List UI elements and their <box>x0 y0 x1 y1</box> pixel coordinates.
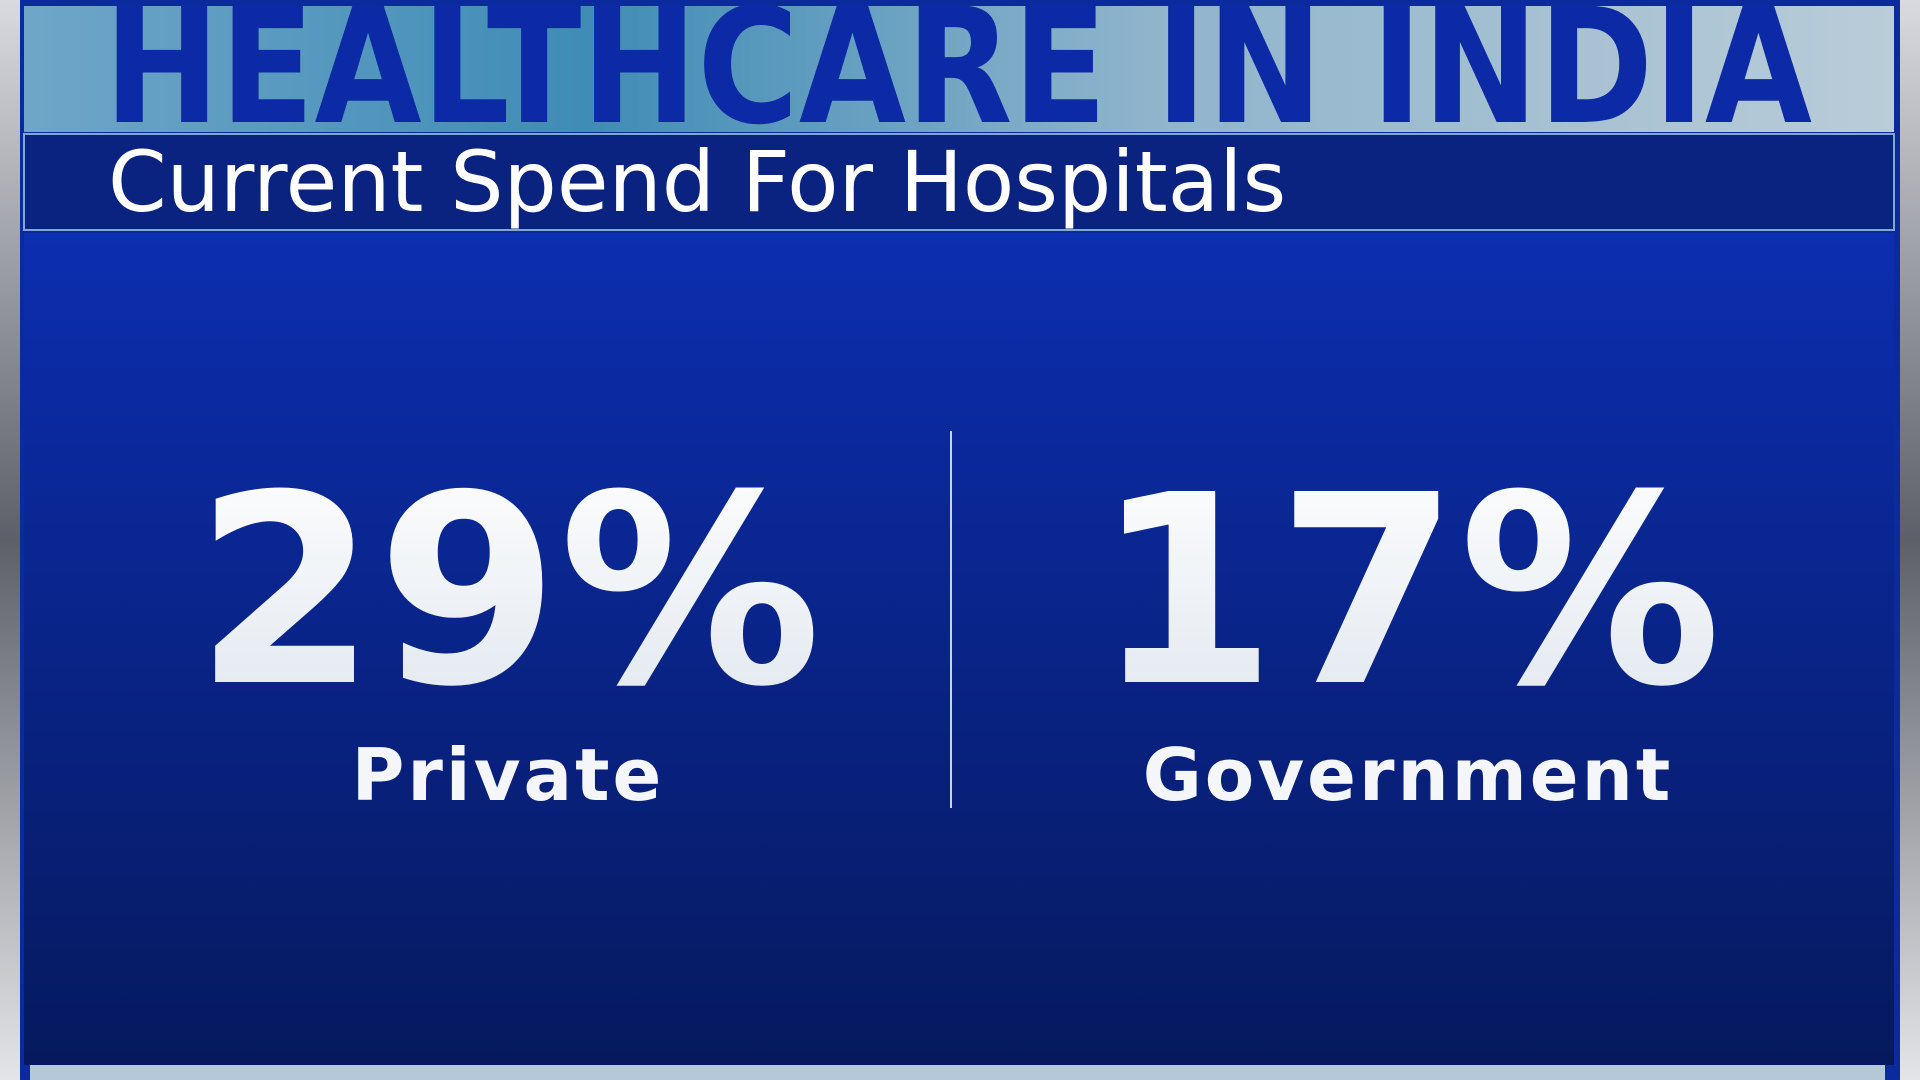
stat-label: Private <box>352 733 665 817</box>
subtitle-band <box>23 133 1895 231</box>
title-band <box>24 6 1894 132</box>
panel <box>24 233 1894 1065</box>
stat-label: Government <box>1143 733 1674 817</box>
subtitle: Current Spend For Hospitals <box>108 133 1286 231</box>
stat-value: 29% <box>194 439 821 744</box>
bottom-bar <box>30 1065 1885 1080</box>
stat-value: 17% <box>1094 439 1721 744</box>
